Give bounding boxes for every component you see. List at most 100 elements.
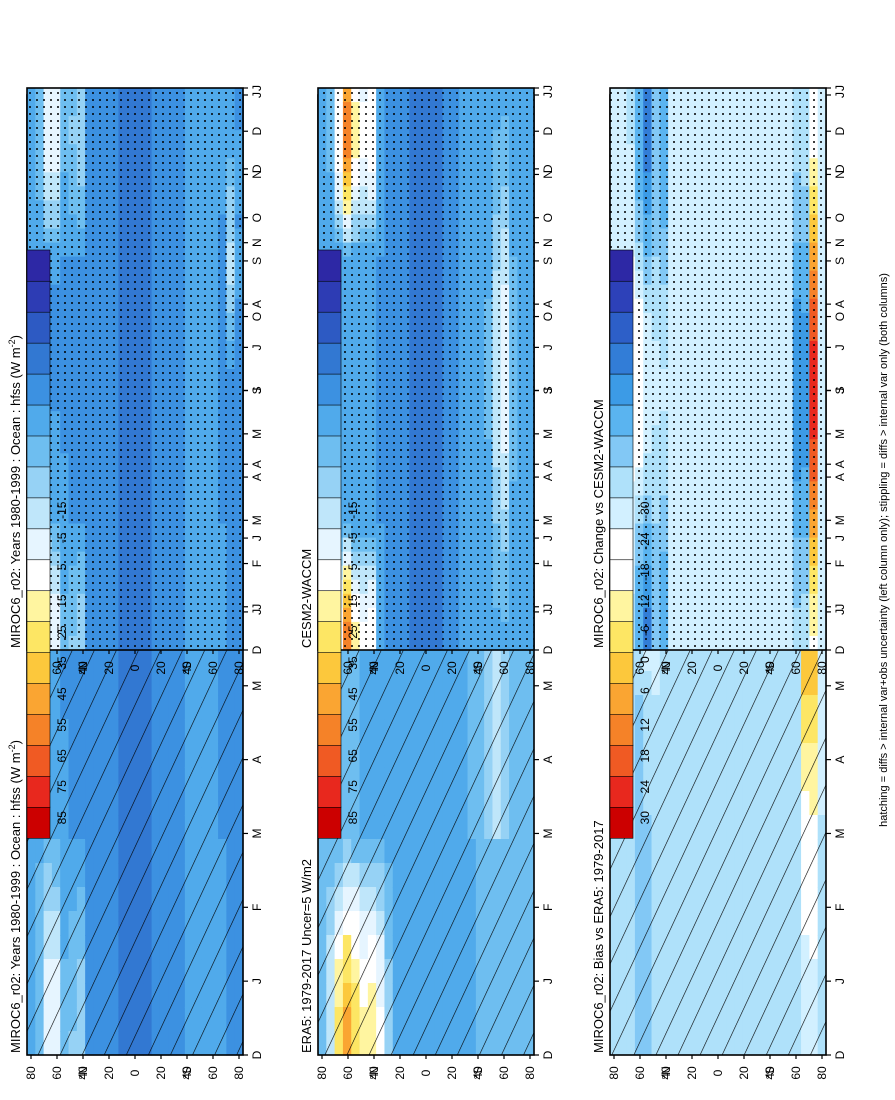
x-tick-label: M xyxy=(250,828,264,838)
panel-title-superscript: -2 xyxy=(7,339,17,347)
panel-compare-right: DJFMAMJJASONDJ80604020020406080°N°SCESM2… xyxy=(299,85,555,839)
y-tick-label: 60 xyxy=(789,1066,803,1080)
y-tick-label: 80 xyxy=(232,1066,246,1080)
colorbar-label: 65 xyxy=(55,749,69,763)
y-tick-label: 20 xyxy=(393,1066,407,1080)
x-tick-label: J xyxy=(250,604,264,610)
x-tick-label: J xyxy=(250,535,264,541)
hemisphere-label: °S xyxy=(180,662,194,675)
y-tick-label: 20 xyxy=(102,661,116,675)
panel-title-superscript: -2 xyxy=(7,744,17,752)
x-tick-label: O xyxy=(541,312,555,321)
hemisphere-label: °S xyxy=(763,1067,777,1080)
colorbar-swatch xyxy=(26,466,51,499)
x-tick-label: J xyxy=(541,978,555,984)
x-tick-label: J xyxy=(833,92,847,98)
colorbar-swatch xyxy=(26,652,51,684)
x-tick-label: O xyxy=(250,213,264,222)
x-tick-label: A xyxy=(250,473,264,481)
x-tick-label: S xyxy=(833,386,847,394)
x-tick-label: J xyxy=(250,609,264,615)
x-tick-label: S xyxy=(250,257,264,265)
x-tick-label: S xyxy=(541,386,555,394)
x-tick-label: J xyxy=(250,92,264,98)
x-tick-label: J xyxy=(833,978,847,984)
panel-title-end: ) xyxy=(8,335,23,339)
hemisphere-label: °N xyxy=(76,1066,90,1079)
x-tick-label: J xyxy=(250,978,264,984)
x-tick-label: J xyxy=(541,535,555,541)
y-tick-label: 60 xyxy=(50,661,64,675)
x-tick-label: J xyxy=(541,92,555,98)
y-tick-label: 0 xyxy=(711,1069,725,1076)
x-tick-label: O xyxy=(833,312,847,321)
colorbar-swatch xyxy=(26,497,51,530)
x-tick-label: O xyxy=(250,312,264,321)
y-tick-label: 60 xyxy=(341,1066,355,1080)
colorbar-label: 45 xyxy=(55,687,69,701)
y-tick-label: 20 xyxy=(154,661,168,675)
x-tick-label: A xyxy=(833,756,847,764)
x-tick-label: D xyxy=(250,127,264,136)
panel-title: MIROC6_r02: Years 1980-1999 : Ocean : hf… xyxy=(7,740,23,1053)
panel-model-right: DJFMAMJJASONDJ80604020020406080°N°SMIROC… xyxy=(7,85,264,839)
y-tick-label: 60 xyxy=(50,1066,64,1080)
y-tick-label: 40 xyxy=(76,661,90,675)
y-tick-label: 80 xyxy=(607,1066,621,1080)
colorbar-swatch xyxy=(26,559,51,592)
y-tick-label: 20 xyxy=(445,1066,459,1080)
panel-title-text: MIROC6_r02: Bias vs ERA5: 1979-2017 xyxy=(591,820,606,1053)
x-tick-label: D xyxy=(250,164,264,173)
x-tick-label: J xyxy=(250,344,264,350)
x-tick-label: M xyxy=(250,515,264,525)
y-tick-label: 20 xyxy=(102,1066,116,1080)
colorbar-swatch xyxy=(26,280,51,313)
y-tick-label: 60 xyxy=(633,1066,647,1080)
y-tick-label: 0 xyxy=(128,664,142,671)
x-tick-label: J xyxy=(250,85,264,91)
x-tick-label: F xyxy=(833,904,847,911)
x-tick-label: N xyxy=(250,238,264,247)
colorbar-label: 15 xyxy=(55,594,69,608)
x-tick-label: M xyxy=(541,828,555,838)
x-tick-label: J xyxy=(833,609,847,615)
x-tick-label: A xyxy=(250,300,264,308)
colorbar-swatch xyxy=(26,528,51,561)
colorbar-swatch xyxy=(26,435,51,468)
y-tick-label: 80 xyxy=(815,1066,829,1080)
colorbar-swatch xyxy=(26,342,51,375)
x-tick-label: A xyxy=(541,756,555,764)
panel-title: MIROC6_r02: Bias vs ERA5: 1979-2017 xyxy=(591,820,606,1053)
x-tick-label: D xyxy=(250,645,264,654)
colorbar-swatch xyxy=(26,682,51,715)
x-tick-label: A xyxy=(250,460,264,468)
x-tick-label: M xyxy=(833,828,847,838)
x-tick-label: D xyxy=(833,1050,847,1059)
y-tick-label: 20 xyxy=(685,1066,699,1080)
y-tick-label: 60 xyxy=(206,661,220,675)
x-tick-label: J xyxy=(250,388,264,394)
hemisphere-label: °S xyxy=(471,1067,485,1080)
colorbar-label: 55 xyxy=(55,718,69,732)
y-tick-label: 40 xyxy=(471,1066,485,1080)
x-tick-label: J xyxy=(833,535,847,541)
x-tick-label: M xyxy=(541,681,555,691)
colorbar-label: 5 xyxy=(55,563,69,570)
panel-title-end: ) xyxy=(8,740,23,744)
hemisphere-label: °N xyxy=(659,1066,673,1079)
colorbar-label: -15 xyxy=(55,501,69,519)
y-tick-label: 40 xyxy=(180,1066,194,1080)
y-tick-label: 40 xyxy=(659,1066,673,1080)
x-tick-label: M xyxy=(250,429,264,439)
colorbar-label: 75 xyxy=(55,780,69,794)
significance-stipple xyxy=(27,88,243,650)
colorbar-swatch xyxy=(26,806,51,839)
x-tick-label: J xyxy=(541,609,555,615)
colorbar-label: 25 xyxy=(55,625,69,639)
x-tick-label: A xyxy=(250,756,264,764)
y-tick-label: 0 xyxy=(419,1069,433,1076)
x-tick-label: F xyxy=(250,560,264,567)
colorbar-swatch xyxy=(26,775,51,808)
panel-title-text: MIROC6_r02: Years 1980-1999 : Ocean : hf… xyxy=(8,752,23,1053)
